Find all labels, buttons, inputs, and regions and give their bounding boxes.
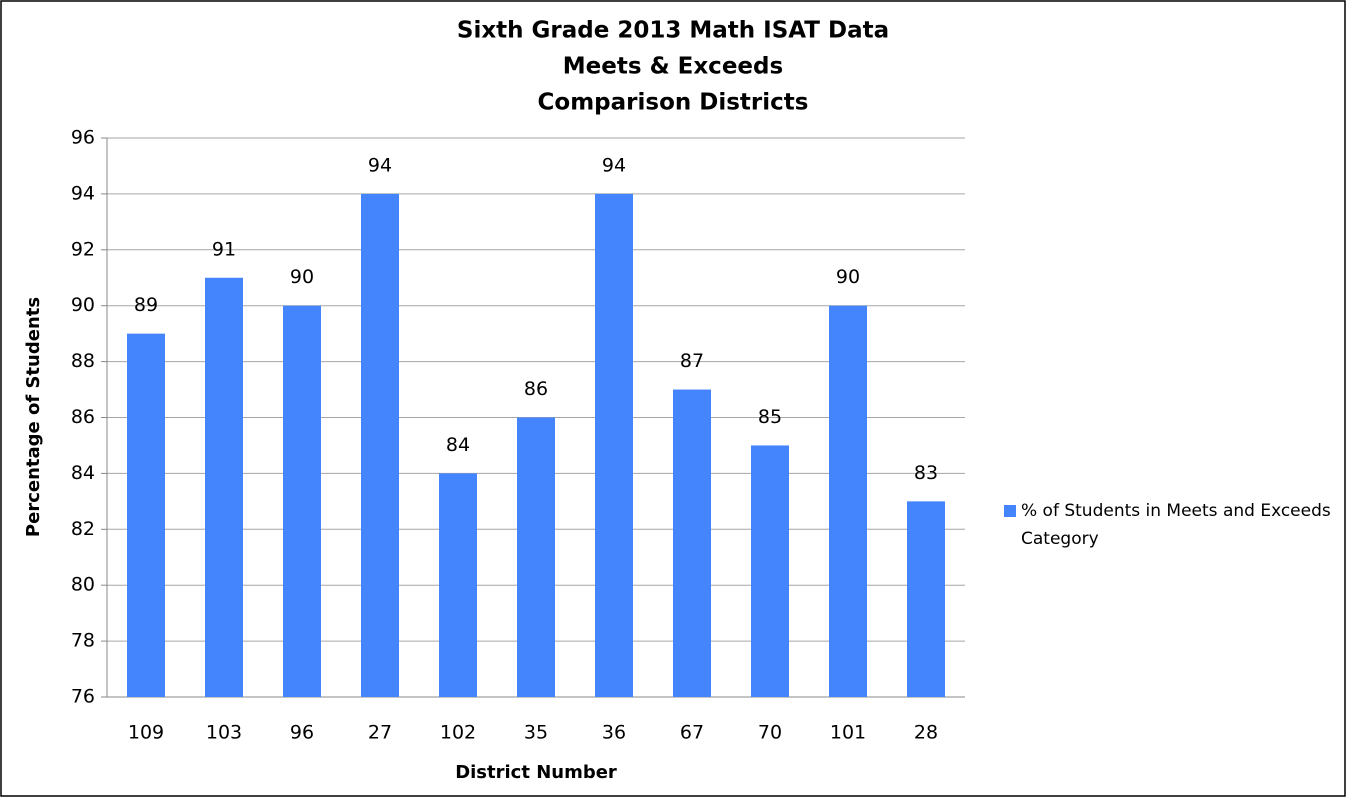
y-axis-title: Percentage of Students (23, 297, 44, 537)
data-label: 91 (212, 238, 236, 260)
bar (595, 193, 633, 697)
chart-title: Comparison Districts (538, 90, 809, 116)
y-tick-label: 94 (71, 182, 95, 204)
bar (907, 501, 945, 697)
x-tick-label: 109 (128, 722, 164, 744)
legend-swatch (1004, 505, 1016, 517)
bar (829, 305, 867, 697)
legend-label: % of Students in Meets and Exceeds Categ… (1021, 501, 1331, 549)
data-label: 89 (134, 294, 158, 316)
data-label: 86 (524, 378, 548, 400)
y-tick-label: 88 (71, 350, 95, 372)
bar (439, 473, 477, 697)
x-tick-label: 35 (524, 722, 548, 744)
data-label: 90 (836, 266, 860, 288)
y-tick-label: 90 (71, 294, 95, 316)
data-label: 94 (368, 154, 392, 176)
data-label: 83 (914, 462, 938, 484)
x-tick-label: 36 (602, 722, 626, 744)
y-tick-label: 84 (71, 462, 95, 484)
data-label: 87 (680, 350, 704, 372)
x-tick-label: 27 (368, 722, 392, 744)
bar (751, 445, 789, 697)
chart-title: Sixth Grade 2013 Math ISAT Data (457, 18, 889, 44)
data-label: 90 (290, 266, 314, 288)
bar (283, 305, 321, 697)
data-label: 94 (602, 154, 626, 176)
x-tick-label: 102 (440, 722, 476, 744)
x-tick-label: 67 (680, 722, 704, 744)
data-label: 84 (446, 434, 470, 456)
bar (361, 193, 399, 697)
y-tick-label: 80 (71, 574, 95, 596)
y-tick-label: 82 (71, 518, 95, 540)
x-tick-label: 101 (830, 722, 866, 744)
bar (205, 277, 243, 697)
bar (673, 389, 711, 697)
x-axis-title: District Number (455, 762, 617, 783)
x-tick-label: 96 (290, 722, 314, 744)
data-label: 85 (758, 406, 782, 428)
y-tick-label: 92 (71, 238, 95, 260)
bar (127, 333, 165, 697)
x-tick-label: 70 (758, 722, 782, 744)
bar (517, 417, 555, 697)
y-tick-label: 76 (71, 686, 95, 708)
y-tick-label: 86 (71, 406, 95, 428)
legend: % of Students in Meets and Exceeds Categ… (1004, 497, 1334, 553)
y-tick-label: 96 (71, 127, 95, 149)
x-tick-label: 103 (206, 722, 242, 744)
x-tick-label: 28 (914, 722, 938, 744)
chart-title: Meets & Exceeds (563, 54, 783, 80)
y-tick-label: 78 (71, 630, 95, 652)
